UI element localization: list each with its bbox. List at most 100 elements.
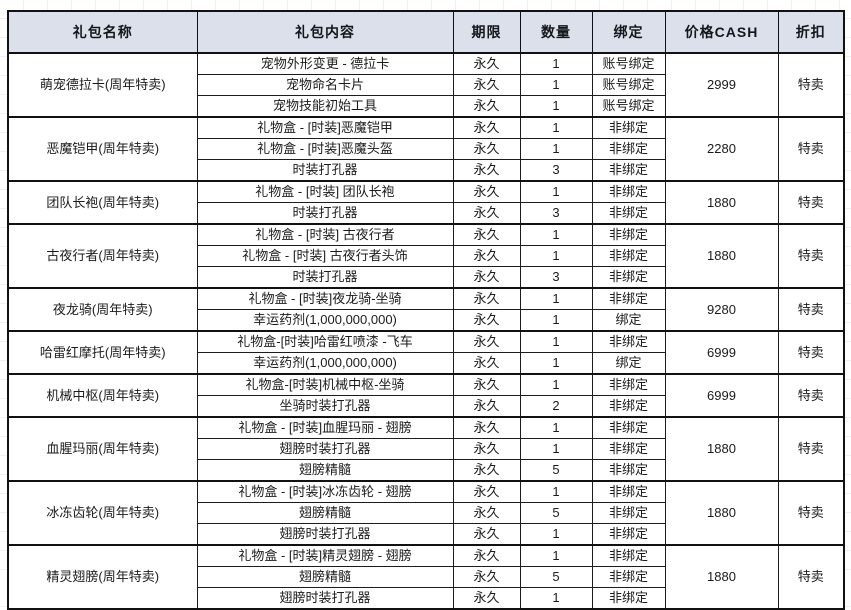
- binding-cell: 非绑定: [591, 138, 666, 160]
- gift-package-table: 礼包名称 礼包内容 期限 数量 绑定 价格CASH 折扣 萌宠德拉卡(周年特卖) 宠物外形变更…: [7, 10, 845, 610]
- table-row: 翅膀精髓 永久 5 非绑定: [8, 502, 844, 524]
- quantity-cell: 1: [519, 95, 593, 118]
- package-name-cell: 机械中枢(周年特卖): [7, 373, 198, 418]
- content-cell: 礼物盒 - [时装] 古夜行者: [196, 223, 454, 246]
- duration-cell: 永久: [452, 416, 521, 439]
- content-cell: 幸运药剂(1,000,000,000): [196, 309, 454, 332]
- discount-cell: 特卖: [777, 180, 845, 225]
- binding-cell: 非绑定: [591, 159, 666, 182]
- quantity-cell: 1: [519, 52, 593, 75]
- price-cell: 2999: [664, 52, 779, 118]
- price-cell: 9280: [664, 287, 779, 332]
- table-row: 礼物盒 - [时装] 古夜行者头饰 永久 1 非绑定: [8, 245, 844, 267]
- duration-cell: 永久: [452, 587, 521, 610]
- content-cell: 宠物外形变更 - 德拉卡: [196, 52, 454, 75]
- table-row: 时装打孔器 永久 3 非绑定: [8, 266, 844, 289]
- table-row: 翅膀精髓 永久 5 非绑定: [8, 566, 844, 588]
- binding-cell: 非绑定: [591, 245, 666, 267]
- package-name-cell: 精灵翅膀(周年特卖): [7, 544, 198, 610]
- table-row: 哈雷红摩托(周年特卖) 礼物盒-[时装]哈雷红喷漆 -飞车 永久 1 非绑定 6999 特卖: [7, 330, 845, 375]
- duration-cell: 永久: [452, 309, 521, 332]
- table-row: 恶魔铠甲(周年特卖) 礼物盒 - [时装]恶魔铠甲 永久 1 非绑定 2280 特卖: [7, 116, 845, 182]
- duration-cell: 永久: [452, 180, 521, 203]
- content-cell: 礼物盒 - [时装]夜龙骑-坐骑: [196, 287, 454, 310]
- quantity-cell: 1: [519, 544, 593, 567]
- binding-cell: 非绑定: [591, 416, 666, 439]
- package-name-cell: 团队长袍(周年特卖): [7, 180, 198, 225]
- table-row: 夜龙骑(周年特卖) 礼物盒 - [时装]夜龙骑-坐骑 永久 1 非绑定 9280 特卖: [7, 287, 845, 332]
- content-cell: 礼物盒-[时装]哈雷红喷漆 -飞车: [196, 330, 454, 353]
- quantity-cell: 5: [519, 459, 593, 482]
- quantity-cell: 5: [519, 566, 593, 588]
- content-cell: 礼物盒 - [时装] 团队长袍: [196, 180, 454, 203]
- duration-cell: 永久: [452, 480, 521, 503]
- price-cell: 1880: [664, 180, 779, 225]
- duration-cell: 永久: [452, 544, 521, 567]
- binding-cell: 非绑定: [591, 566, 666, 588]
- duration-cell: 永久: [452, 223, 521, 246]
- binding-cell: 账号绑定: [591, 95, 666, 118]
- content-cell: 时装打孔器: [196, 266, 454, 289]
- binding-cell: 非绑定: [591, 438, 666, 460]
- content-cell: 宠物技能初始工具: [196, 95, 454, 118]
- column-header: 数量: [519, 10, 593, 54]
- duration-cell: 永久: [452, 116, 521, 139]
- quantity-cell: 1: [519, 352, 593, 375]
- content-cell: 时装打孔器: [196, 159, 454, 182]
- content-cell: 礼物盒 - [时装] 古夜行者头饰: [196, 245, 454, 267]
- package-name-cell: 萌宠德拉卡(周年特卖): [7, 52, 198, 118]
- table-header: 礼包名称 礼包内容 期限 数量 绑定 价格CASH 折扣: [7, 10, 845, 54]
- quantity-cell: 1: [519, 480, 593, 503]
- quantity-cell: 1: [519, 116, 593, 139]
- column-header: 价格CASH: [664, 10, 779, 54]
- table-row: 血腥玛丽(周年特卖) 礼物盒 - [时装]血腥玛丽 - 翅膀 永久 1 非绑定 1880 特…: [7, 416, 845, 482]
- duration-cell: 永久: [452, 352, 521, 375]
- price-cell: 6999: [664, 330, 779, 375]
- package-name-cell: 冰冻齿轮(周年特卖): [7, 480, 198, 546]
- content-cell: 翅膀时装打孔器: [196, 523, 454, 546]
- table-row: 翅膀时装打孔器 永久 1 非绑定: [8, 523, 844, 546]
- quantity-cell: 1: [519, 74, 593, 96]
- binding-cell: 绑定: [591, 309, 666, 332]
- table-row: 幸运药剂(1,000,000,000) 永久 1 绑定: [8, 352, 844, 375]
- column-header: 礼包内容: [196, 10, 454, 54]
- price-cell: 1880: [664, 480, 779, 546]
- duration-cell: 永久: [452, 287, 521, 310]
- duration-cell: 永久: [452, 245, 521, 267]
- quantity-cell: 5: [519, 502, 593, 524]
- package-name-cell: 血腥玛丽(周年特卖): [7, 416, 198, 482]
- binding-cell: 非绑定: [591, 459, 666, 482]
- discount-cell: 特卖: [777, 416, 845, 482]
- binding-cell: 账号绑定: [591, 74, 666, 96]
- binding-cell: 非绑定: [591, 373, 666, 396]
- price-cell: 2280: [664, 116, 779, 182]
- content-cell: 幸运药剂(1,000,000,000): [196, 352, 454, 375]
- table-row: 精灵翅膀(周年特卖) 礼物盒 - [时装]精灵翅膀 - 翅膀 永久 1 非绑定 1880 特…: [7, 544, 845, 610]
- column-header: 折扣: [777, 10, 845, 54]
- table-row: 萌宠德拉卡(周年特卖) 宠物外形变更 - 德拉卡 永久 1 账号绑定 2999 特卖: [7, 52, 845, 118]
- duration-cell: 永久: [452, 202, 521, 225]
- quantity-cell: 1: [519, 180, 593, 203]
- quantity-cell: 3: [519, 266, 593, 289]
- price-cell: 6999: [664, 373, 779, 418]
- table-row: 翅膀时装打孔器 永久 1 非绑定: [8, 438, 844, 460]
- package-name-cell: 夜龙骑(周年特卖): [7, 287, 198, 332]
- discount-cell: 特卖: [777, 223, 845, 289]
- table-row: 时装打孔器 永久 3 非绑定: [8, 202, 844, 225]
- content-cell: 礼物盒 - [时装]冰冻齿轮 - 翅膀: [196, 480, 454, 503]
- duration-cell: 永久: [452, 74, 521, 96]
- content-cell: 翅膀精髓: [196, 459, 454, 482]
- quantity-cell: 1: [519, 287, 593, 310]
- quantity-cell: 1: [519, 416, 593, 439]
- discount-cell: 特卖: [777, 544, 845, 610]
- binding-cell: 非绑定: [591, 223, 666, 246]
- table-row: 礼物盒 - [时装]恶魔头盔 永久 1 非绑定: [8, 138, 844, 160]
- binding-cell: 非绑定: [591, 395, 666, 418]
- quantity-cell: 1: [519, 438, 593, 460]
- content-cell: 翅膀时装打孔器: [196, 438, 454, 460]
- package-name-cell: 哈雷红摩托(周年特卖): [7, 330, 198, 375]
- content-cell: 礼物盒 - [时装]恶魔铠甲: [196, 116, 454, 139]
- binding-cell: 非绑定: [591, 480, 666, 503]
- discount-cell: 特卖: [777, 330, 845, 375]
- table-body: 萌宠德拉卡(周年特卖) 宠物外形变更 - 德拉卡 永久 1 账号绑定 2999 特卖 宠物命名…: [7, 52, 845, 610]
